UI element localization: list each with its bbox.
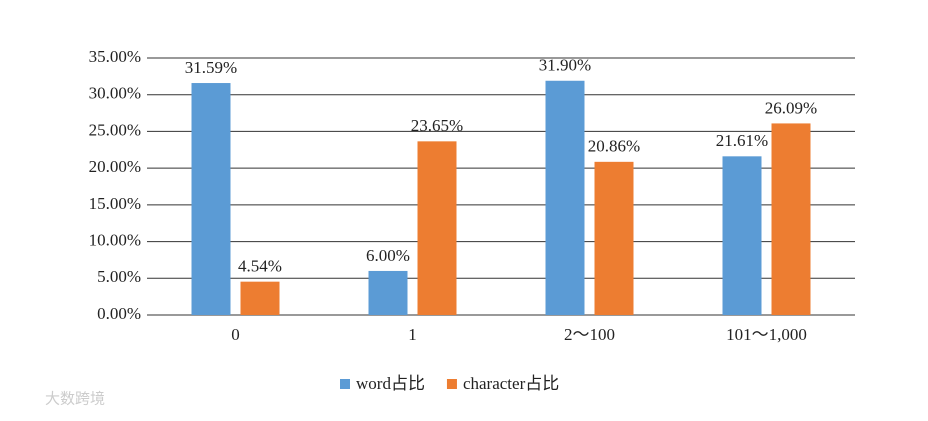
- y-tick-label: 15.00%: [89, 194, 141, 213]
- bar: [417, 141, 457, 315]
- x-tick-label: 101～1,000: [726, 325, 807, 344]
- value-label: 21.61%: [716, 131, 768, 150]
- y-tick-label: 20.00%: [89, 157, 141, 176]
- watermark: 大数跨境: [45, 390, 105, 408]
- value-label: 20.86%: [588, 137, 640, 156]
- bar: [545, 80, 585, 316]
- value-label: 4.54%: [238, 257, 282, 276]
- bar: [594, 161, 634, 315]
- legend-label: character占比: [463, 374, 559, 393]
- value-label: 23.65%: [411, 116, 463, 135]
- y-tick-label: 5.00%: [97, 267, 141, 286]
- legend-swatch: [340, 379, 350, 389]
- bar: [722, 156, 762, 315]
- y-tick-label: 35.00%: [89, 47, 141, 66]
- value-label: 31.90%: [539, 56, 591, 75]
- y-tick-label: 10.00%: [89, 230, 141, 249]
- value-label: 31.59%: [185, 58, 237, 77]
- x-tick-label: 1: [408, 325, 417, 344]
- legend-label: word占比: [356, 374, 425, 393]
- bar: [368, 270, 408, 315]
- x-tick-label: 0: [231, 325, 240, 344]
- y-tick-label: 0.00%: [97, 304, 141, 323]
- legend-swatch: [446, 379, 457, 389]
- bar: [191, 83, 231, 315]
- value-label: 26.09%: [765, 98, 817, 117]
- bar: [771, 123, 811, 315]
- y-tick-label: 30.00%: [89, 84, 141, 103]
- bar: [240, 281, 280, 315]
- x-tick-label: 2～100: [564, 325, 615, 344]
- value-label: 6.00%: [366, 246, 410, 265]
- y-tick-label: 25.00%: [89, 120, 141, 139]
